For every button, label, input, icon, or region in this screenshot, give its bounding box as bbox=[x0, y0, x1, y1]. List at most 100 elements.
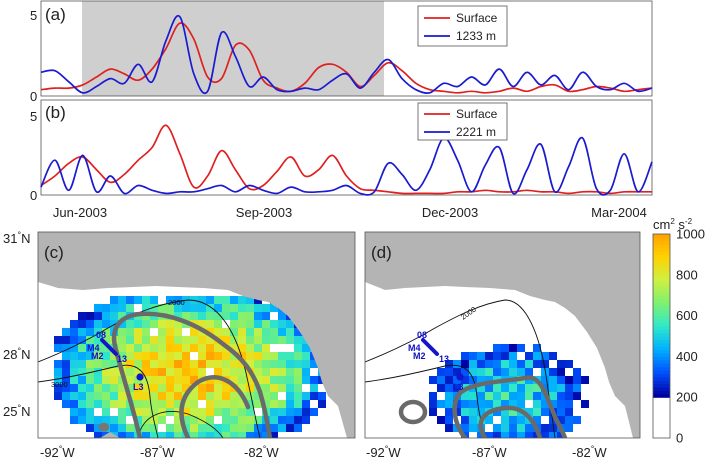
heatmap-cell bbox=[102, 384, 110, 392]
heatmap-cell bbox=[94, 432, 102, 438]
heatmap-cell bbox=[557, 384, 565, 392]
heatmap-cell bbox=[142, 416, 150, 424]
heatmap-cell bbox=[501, 368, 509, 376]
colorbar-segment bbox=[653, 234, 670, 238]
heatmap-cell bbox=[557, 360, 565, 368]
heatmap-cell bbox=[238, 296, 246, 304]
heatmap-cell bbox=[102, 408, 110, 416]
heatmap-cell bbox=[230, 320, 238, 328]
heatmap-cell bbox=[445, 376, 453, 384]
heatmap-cell bbox=[94, 376, 102, 384]
heatmap-cell bbox=[230, 368, 238, 376]
heatmap-cell bbox=[461, 352, 469, 360]
lat-28-n: N bbox=[21, 347, 30, 362]
heatmap-cell bbox=[166, 368, 174, 376]
heatmap-cell bbox=[246, 352, 254, 360]
heatmap-cell bbox=[70, 368, 78, 376]
colorbar-segment bbox=[653, 257, 670, 262]
colorbar-segment bbox=[653, 274, 670, 279]
heatmap-cell bbox=[70, 320, 78, 328]
heatmap-cell bbox=[198, 304, 206, 312]
heatmap-cell bbox=[166, 352, 174, 360]
heatmap-cell bbox=[126, 360, 134, 368]
legend-a-label-deep: 1233 m bbox=[456, 29, 496, 43]
isobath-3000-c bbox=[38, 364, 159, 438]
heatmap-cell bbox=[214, 352, 222, 360]
heatmap-cell bbox=[302, 368, 310, 376]
svg-text:-92°W: -92°W bbox=[40, 444, 75, 460]
heatmap-cell bbox=[166, 424, 174, 432]
heatmap-cell bbox=[70, 416, 78, 424]
ytick-b-5: 5 bbox=[30, 109, 37, 124]
lon-87-d-deg: ° bbox=[491, 444, 495, 454]
heatmap-cell bbox=[477, 376, 485, 384]
heatmap-cell bbox=[238, 320, 246, 328]
series-2221m-b bbox=[40, 136, 653, 196]
heatmap-cell bbox=[190, 328, 198, 336]
heatmap-cell bbox=[70, 384, 78, 392]
heatmap-cell bbox=[477, 368, 485, 376]
colorbar-segment bbox=[653, 251, 670, 255]
heatmap-cell bbox=[262, 336, 270, 344]
heatmap-cell bbox=[118, 328, 126, 336]
heatmap-cell bbox=[525, 392, 533, 400]
heatmap-cell bbox=[78, 352, 86, 360]
heatmap-cell bbox=[557, 432, 565, 438]
lon-82-d-w: W bbox=[594, 445, 607, 460]
heatmap-cell bbox=[94, 416, 102, 424]
heatmap-cell bbox=[270, 320, 278, 328]
heatmap-cell bbox=[86, 328, 94, 336]
heatmap-cell bbox=[190, 312, 198, 320]
heatmap-cell bbox=[493, 432, 501, 438]
heatmap-cell bbox=[86, 344, 94, 352]
heatmap-cell bbox=[158, 376, 166, 384]
heatmap-cell bbox=[278, 384, 286, 392]
heatmap-cell bbox=[246, 424, 254, 432]
heatmap-cell bbox=[461, 424, 469, 432]
heatmap-cell bbox=[198, 432, 206, 438]
heatmap-cell bbox=[214, 304, 222, 312]
heatmap-cell bbox=[278, 368, 286, 376]
heatmap-cell bbox=[78, 392, 86, 400]
lat-31-n: N bbox=[21, 231, 30, 246]
heatmap-cell bbox=[214, 376, 222, 384]
heatmap-cell bbox=[94, 352, 102, 360]
heatmap-cell bbox=[142, 304, 150, 312]
lat-31-deg: ° bbox=[17, 230, 21, 240]
heatmap-cell bbox=[222, 408, 230, 416]
heatmap-cell bbox=[429, 376, 437, 384]
heatmap-cell bbox=[525, 384, 533, 392]
lon-92-c-w: W bbox=[62, 445, 75, 460]
land-north-c bbox=[38, 232, 355, 438]
heatmap-cell bbox=[126, 336, 134, 344]
lon-92-d-value: -92 bbox=[366, 445, 385, 460]
heatmap-cell bbox=[565, 384, 573, 392]
unit-exp1: 2 bbox=[670, 217, 675, 226]
colorbar: cm2 s-2 1000 800 600 400 200 0 bbox=[652, 217, 705, 446]
heatmap-cell bbox=[182, 336, 190, 344]
heatmap-cell bbox=[246, 392, 254, 400]
heatmap-cell bbox=[86, 408, 94, 416]
heatmap-cell bbox=[78, 368, 86, 376]
heatmap-cell bbox=[118, 432, 126, 438]
heatmap-cell bbox=[62, 384, 70, 392]
heatmap-cell bbox=[278, 328, 286, 336]
heatmap-cell bbox=[565, 416, 573, 424]
heatmap-cell bbox=[78, 328, 86, 336]
heatmap-cell bbox=[174, 352, 182, 360]
heatmap-cell bbox=[102, 368, 110, 376]
heatmap-cell bbox=[230, 296, 238, 304]
heatmap-cell bbox=[254, 344, 262, 352]
heatmap-cell bbox=[246, 336, 254, 344]
heatmap-cell bbox=[222, 304, 230, 312]
heatmap-cell bbox=[94, 400, 102, 408]
svg-text:-82°W: -82°W bbox=[572, 444, 607, 460]
heatmap-cell bbox=[294, 384, 302, 392]
heatmap-cell bbox=[158, 352, 166, 360]
heatmap-cell bbox=[134, 408, 142, 416]
heatmap-cell bbox=[190, 336, 198, 344]
heatmap-cell bbox=[182, 312, 190, 320]
heatmap-cell bbox=[158, 320, 166, 328]
lon-tick-82-d: -82°W bbox=[572, 444, 607, 460]
heatmap-cell bbox=[246, 416, 254, 424]
